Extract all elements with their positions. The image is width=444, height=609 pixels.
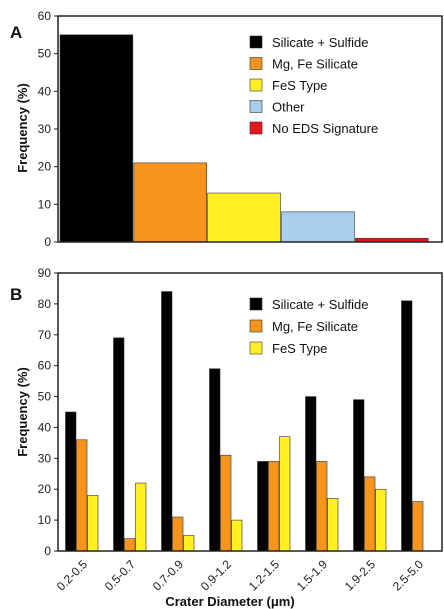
panel-b-y-tick-label: 20 <box>38 482 52 496</box>
panel-b-legend-label: Mg, Fe Silicate <box>272 319 358 334</box>
panel-a-bar <box>133 162 207 243</box>
panel-b-legend-label: Silicate + Sulfide <box>272 297 368 312</box>
panel-b-frame <box>57 272 443 552</box>
panel-a-legend-swatch <box>249 35 263 49</box>
panel-a-bar <box>59 34 134 243</box>
panel-b-y-tick-label: 90 <box>38 266 52 280</box>
panel-b-x-tick-labels: 0.2-0.5 0.5-0.7 0.7-0.9 0.9-1.2 1.2-1.5 1.5-1… <box>54 557 427 594</box>
panel-a-y-axis-title: Frequency (%) <box>15 83 30 173</box>
panel-b-y-tick-label: 70 <box>38 328 52 342</box>
panel-b-bar <box>183 535 195 552</box>
panel-a-y-tick-label: 30 <box>38 122 52 136</box>
panel-b-bar <box>220 454 232 552</box>
panel-b-legend: Silicate + Sulfide Mg, Fe Silicate FeS Typ… <box>249 297 368 356</box>
panel-b-bar <box>113 337 125 552</box>
panel-a-bars <box>59 34 429 243</box>
panel-b-y-tick-label: 60 <box>38 359 52 373</box>
panel-b-bar <box>305 396 317 552</box>
panel-b-y-tick-label: 40 <box>38 420 52 434</box>
panel-b-bar <box>172 516 184 552</box>
panel-b-x-tick-label: 2.5-5.0 <box>390 557 427 594</box>
panel-b-bar <box>231 519 243 552</box>
panel-b-y-axis-title: Frequency (%) <box>15 367 30 457</box>
panel-a: A Frequency (%) 0 10 20 30 40 50 60 Silicate +… <box>10 9 443 249</box>
panel-b-bar <box>209 368 221 552</box>
panel-b-y-tick-label: 10 <box>38 513 52 527</box>
panel-b-x-tick-label: 0.7-0.9 <box>150 557 187 594</box>
panel-b-bar <box>135 482 147 552</box>
panel-a-legend-label: Mg, Fe Silicate <box>272 57 358 72</box>
panel-b-legend-swatch <box>249 297 263 311</box>
panel-b-ticks: 0 10 20 30 40 50 60 70 80 90 <box>38 266 58 558</box>
panel-b-x-tick-label: 0.9-1.2 <box>198 557 235 594</box>
panel-a-y-tick-label: 50 <box>38 47 52 61</box>
panel-a-legend-label: Silicate + Sulfide <box>272 35 368 50</box>
panel-a-ticks: 0 10 20 30 40 50 60 <box>38 9 58 249</box>
panel-b-x-tick-label: 1.5-1.9 <box>294 557 331 594</box>
panel-b-bar <box>353 399 365 552</box>
panel-a-legend-label: No EDS Signature <box>272 121 378 136</box>
panel-b-x-tick-label: 1.9-2.5 <box>342 557 379 594</box>
panel-b-x-axis-title: Crater Diameter (μm) <box>165 594 294 609</box>
panel-b-y-tick-label: 30 <box>38 451 52 465</box>
panel-b-bar <box>257 461 269 552</box>
panel-b-bar <box>279 436 291 552</box>
panel-b-bar <box>268 461 280 552</box>
panel-a-legend-swatch <box>249 100 263 113</box>
panel-b-bar <box>401 300 413 552</box>
panel-b-bar <box>327 498 339 552</box>
panel-a-bar <box>207 192 281 243</box>
panel-b-bar <box>161 291 173 552</box>
panel-a-y-tick-label: 60 <box>38 9 52 23</box>
panel-a-legend-label: FeS Type <box>272 78 327 93</box>
panel-a-label: A <box>10 23 22 42</box>
panel-b-legend-swatch <box>249 319 263 333</box>
panel-b-bar <box>65 411 77 552</box>
panel-a-frame <box>57 15 443 243</box>
panel-b-bar <box>124 538 136 552</box>
panel-a-legend: Silicate + Sulfide Mg, Fe Silicate FeS Typ… <box>249 35 378 136</box>
panel-b-label: B <box>10 285 22 304</box>
panel-a-y-tick-label: 10 <box>38 197 52 211</box>
panel-b-bar <box>76 439 88 552</box>
panel-a-y-tick-label: 40 <box>38 84 52 98</box>
panel-b-x-tick-label: 1.2-1.5 <box>246 557 283 594</box>
panel-b: B Frequency (%) 0 10 20 30 40 50 60 70 80 90 0.2-… <box>10 266 443 609</box>
panel-a-legend-label: Other <box>272 100 305 115</box>
panel-a-legend-swatch <box>249 78 263 92</box>
panel-b-x-tick-label: 0.2-0.5 <box>54 557 91 594</box>
panel-b-y-tick-label: 50 <box>38 390 52 404</box>
panel-b-y-tick-label: 0 <box>44 544 51 558</box>
panel-b-bar <box>412 501 424 552</box>
panel-a-y-tick-label: 20 <box>38 160 52 174</box>
panel-b-y-tick-label: 80 <box>38 297 52 311</box>
panel-b-legend-swatch <box>249 341 263 355</box>
panel-b-bar <box>87 495 99 552</box>
panel-b-bars <box>65 291 424 552</box>
panel-a-y-tick-label: 0 <box>44 235 51 249</box>
panel-a-bar <box>281 211 355 243</box>
panel-b-x-tick-label: 0.5-0.7 <box>102 557 139 594</box>
panel-b-legend-label: FeS Type <box>272 341 327 356</box>
panel-b-bar <box>364 476 376 552</box>
panel-a-legend-swatch <box>249 121 263 135</box>
panel-b-bar <box>375 488 387 552</box>
panel-b-bar <box>316 461 328 552</box>
panel-a-legend-swatch <box>249 57 263 70</box>
